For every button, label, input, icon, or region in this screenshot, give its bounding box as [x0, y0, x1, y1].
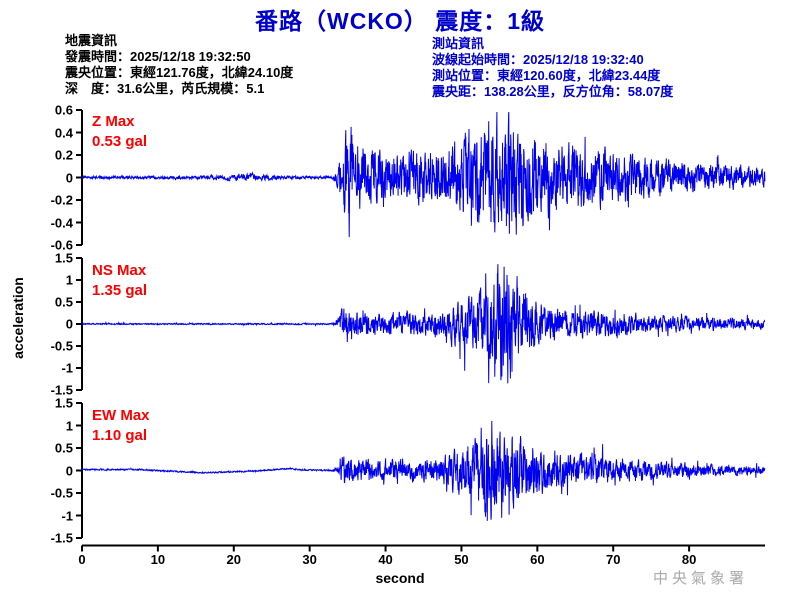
x-tick-label: 40 [378, 552, 393, 567]
y-tick-label: -0.5 [50, 485, 73, 501]
channel-max-label-ns: NS Max 1.35 gal [92, 261, 147, 301]
channel-z-max-value: 0.53 gal [92, 133, 148, 150]
channel-max-label-z: Z Max 0.53 gal [92, 112, 147, 152]
x-axis-label: second [375, 570, 425, 586]
x-tick-label: 50 [454, 552, 469, 567]
x-tick-label: 30 [302, 552, 317, 567]
y-tick-label: -0.2 [50, 192, 73, 208]
y-tick-label: 0 [65, 316, 73, 332]
y-tick-label: 0.5 [54, 294, 73, 310]
y-tick-label: 0.6 [54, 102, 73, 118]
y-tick-label: 0.2 [54, 147, 73, 163]
x-tick-label: 20 [226, 552, 241, 567]
channel-z-max-title: Z Max [92, 113, 135, 130]
station-epicentral-distance: 震央距：138.28公里，反方位角：58.07度 [432, 84, 674, 99]
y-tick-label: -1.5 [50, 382, 73, 398]
station-info-heading: 測站資訊 [432, 36, 485, 51]
y-tick-label: -1.5 [50, 530, 73, 546]
earthquake-origin-time: 發震時間：2025/12/18 19:32:50 [65, 49, 251, 64]
waveform-ns [81, 264, 766, 384]
y-tick-label: 0.4 [54, 125, 73, 140]
x-tick-label: 10 [150, 552, 166, 567]
channel-ns-max-value: 1.35 gal [92, 282, 148, 299]
y-tick-label: 0 [65, 463, 73, 478]
y-tick-label: 1 [65, 418, 73, 433]
earthquake-info-block: 地震資訊 發震時間：2025/12/18 19:32:50 震央位置：東經121… [65, 33, 293, 97]
y-tick-label: -0.6 [50, 237, 73, 253]
waveform-z [81, 111, 766, 238]
earthquake-depth-magnitude: 深 度：31.6公里，芮氏規模：5.1 [65, 81, 265, 96]
station-info-block: 測站資訊 波線起始時間：2025/12/18 19:32:40 測站位置：東經1… [432, 36, 673, 100]
channel-ew-max-title: EW Max [92, 407, 150, 424]
y-tick-label: -0.4 [50, 215, 73, 230]
x-tick-label: 0 [78, 552, 86, 567]
x-tick-label: 60 [530, 552, 545, 567]
y-tick-label: 1.5 [54, 395, 73, 411]
y-tick-label: 1.5 [54, 250, 73, 266]
y-tick-label: 1 [65, 272, 73, 288]
channel-ns-max-title: NS Max [92, 262, 147, 279]
y-tick-label: -1 [61, 508, 73, 523]
station-trace-start-time: 波線起始時間：2025/12/18 19:32:40 [432, 52, 644, 67]
y-tick-label: 0.5 [54, 440, 73, 456]
earthquake-info-heading: 地震資訊 [65, 33, 118, 48]
y-tick-label: 0 [65, 170, 73, 185]
x-tick-label: 80 [681, 552, 697, 567]
page-title: 番路（WCKO） 震度：1級 [255, 8, 545, 34]
channel-ew-max-value: 1.10 gal [92, 427, 148, 444]
earthquake-epicenter: 震央位置：東經121.76度，北緯24.10度 [65, 65, 294, 80]
station-location: 測站位置：東經120.60度，北緯23.44度 [432, 68, 661, 83]
channel-max-label-ew: EW Max 1.10 gal [92, 406, 150, 446]
waveform-ew [81, 420, 766, 521]
x-tick-label: 70 [605, 552, 621, 567]
y-tick-label: -1 [61, 360, 73, 376]
agency-watermark: 中央氣象署 [652, 569, 748, 587]
y-tick-label: -0.5 [50, 338, 73, 354]
